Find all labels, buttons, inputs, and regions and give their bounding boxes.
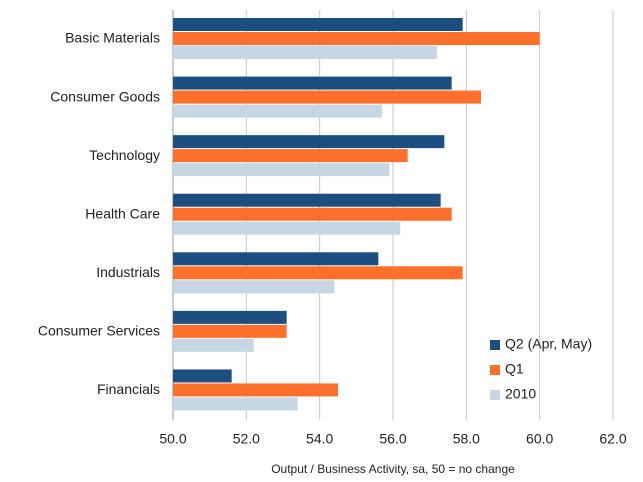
x-tick-label: 60.0 — [526, 431, 553, 447]
bar — [173, 397, 298, 411]
legend-swatch — [490, 390, 500, 400]
y-tick-label: Consumer Goods — [50, 88, 160, 104]
bar — [173, 135, 445, 149]
bar — [173, 90, 481, 104]
x-tick-label: 58.0 — [453, 431, 480, 447]
x-tick-label: 54.0 — [306, 431, 333, 447]
legend-swatch — [490, 340, 500, 350]
y-tick-label: Health Care — [85, 205, 160, 221]
legend-label: Q1 — [505, 361, 524, 377]
bar — [173, 369, 232, 383]
x-axis-title: Output / Business Activity, sa, 50 = no … — [271, 462, 515, 476]
bar — [173, 221, 401, 235]
legend-swatch — [490, 365, 500, 375]
bar — [173, 310, 287, 324]
bar — [173, 32, 540, 45]
bar — [173, 252, 379, 266]
bar — [173, 149, 408, 163]
y-tick-label: Financials — [97, 381, 160, 397]
bar — [173, 207, 452, 221]
bar — [173, 383, 338, 397]
bar — [173, 76, 452, 90]
x-tick-label: 62.0 — [599, 431, 626, 447]
x-tick-label: 52.0 — [233, 431, 260, 447]
x-tick-label: 50.0 — [159, 431, 186, 447]
x-tick-label: 56.0 — [379, 431, 406, 447]
bar — [173, 280, 335, 294]
y-tick-label: Technology — [89, 147, 160, 163]
legend-label: 2010 — [505, 386, 536, 402]
legend-label: Q2 (Apr, May) — [505, 336, 592, 352]
y-tick-label: Industrials — [96, 264, 160, 280]
bar — [173, 18, 463, 31]
y-tick-label: Basic Materials — [65, 30, 160, 46]
bar — [173, 163, 390, 177]
bar — [173, 338, 254, 352]
bar — [173, 324, 287, 338]
bar — [173, 46, 437, 59]
bar — [173, 104, 382, 118]
y-tick-label: Consumer Services — [38, 323, 160, 339]
bar — [173, 266, 463, 280]
bar — [173, 193, 441, 207]
